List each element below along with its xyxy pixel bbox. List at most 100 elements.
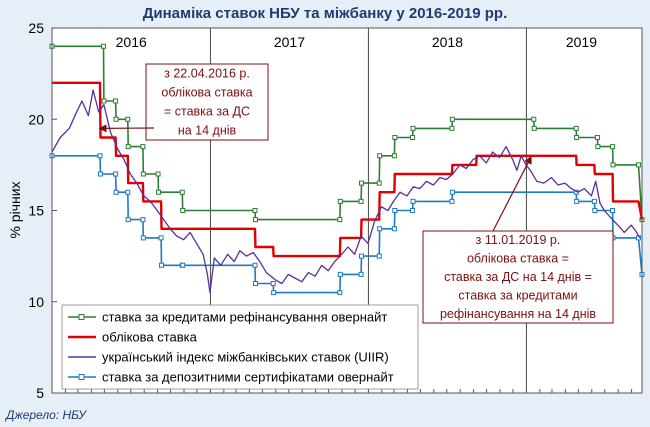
y-tick-label: 5	[36, 385, 44, 401]
series-point	[180, 262, 186, 268]
annotations: з 22.04.2016 р. облікова ставка = ставка з…	[98, 63, 614, 324]
series-point	[594, 135, 600, 140]
chart-title: Динаміка ставок НБУ та міжбанку у 2016-2…	[143, 5, 508, 22]
annotation-1: з 22.04.2016 р. облікова ставка = ставка з…	[98, 63, 269, 141]
series-1	[49, 43, 645, 223]
series-2	[52, 81, 644, 258]
year-label: 2017	[274, 34, 305, 50]
series-point	[180, 208, 186, 213]
series-point	[140, 171, 146, 177]
annotation-line: рефінансування на 14 днів	[440, 307, 596, 321]
legend-entry: ставка за кредитами рефінансування оверн…	[68, 310, 387, 325]
y-axis-ticks: 5 10 15 20 25	[28, 20, 57, 401]
series-point	[337, 290, 343, 296]
series-point	[636, 162, 642, 168]
series-point	[595, 144, 601, 150]
annotation-box	[422, 230, 614, 324]
series-point	[270, 281, 276, 286]
series-point	[158, 235, 164, 241]
legend-marker	[78, 314, 85, 320]
series-layer	[49, 43, 645, 296]
series-point	[574, 198, 580, 204]
series-point	[377, 226, 383, 232]
legend-box	[61, 304, 419, 390]
series-point	[410, 198, 416, 204]
series-point	[449, 198, 455, 204]
annotation-line: ставка за ДС на 14 днів =	[444, 270, 592, 284]
series-point	[449, 116, 455, 122]
legend: ставка за кредитами рефінансування оверн…	[61, 304, 419, 390]
series-point	[591, 198, 597, 204]
series-point	[449, 125, 455, 131]
series-point	[101, 98, 107, 104]
series-point	[410, 135, 416, 140]
series-point	[391, 153, 397, 159]
series-point	[125, 217, 131, 223]
legend-label: ставка за кредитами рефінансування оверн…	[102, 310, 387, 325]
series-point	[592, 208, 598, 213]
series-point	[610, 208, 616, 213]
year-labels: 2016 2017 2018 2019	[109, 32, 604, 52]
annotation-line: з 22.04.2016 р.	[164, 67, 250, 81]
series-point	[155, 189, 161, 195]
series-point	[97, 171, 103, 177]
legend-entry: український індекс міжбанківських ставок…	[68, 350, 389, 365]
series-point	[337, 198, 343, 204]
series-point	[140, 144, 146, 150]
annotation-2: з 11.01.2019 р. облікова ставка = ставка з…	[422, 155, 614, 324]
series-point	[252, 208, 258, 213]
series-point	[610, 162, 616, 168]
series-point	[392, 135, 398, 140]
series-point	[574, 135, 580, 140]
series-point	[610, 144, 616, 150]
series-point	[113, 189, 119, 195]
annotation-line: = ставка за ДС	[164, 105, 250, 119]
series-point	[140, 217, 146, 223]
series-line	[51, 89, 641, 294]
series-point	[359, 253, 365, 259]
series-point	[113, 171, 119, 177]
series-3	[51, 89, 641, 294]
series-point	[113, 98, 119, 104]
legend-entry: ставка за депозитними сертифікатами овер…	[68, 370, 394, 385]
series-point	[252, 217, 258, 223]
series-4	[49, 153, 645, 296]
series-point	[358, 271, 364, 277]
annotation-line: облікова ставка	[161, 86, 252, 100]
annotation-line: з 11.01.2019 р.	[476, 233, 561, 247]
y-tick-label: 10	[28, 294, 44, 310]
year-label: 2018	[432, 34, 463, 50]
series-point	[531, 125, 537, 131]
series-point	[392, 208, 398, 213]
series-point	[97, 153, 103, 159]
series-point	[337, 217, 343, 223]
annotation-line: облікова ставка =	[467, 252, 569, 266]
series-point	[531, 116, 537, 122]
source-note: Джерело: НБУ	[4, 408, 87, 422]
legend-label: український індекс міжбанківських ставок…	[102, 350, 389, 365]
y-tick-label: 20	[28, 111, 44, 127]
series-point	[410, 208, 416, 213]
series-point	[101, 43, 107, 49]
series-point	[125, 116, 131, 122]
annotation-arrow	[492, 155, 532, 232]
series-point	[125, 144, 131, 150]
series-point	[252, 262, 258, 268]
year-label: 2019	[566, 34, 597, 50]
year-label-bg	[559, 32, 604, 52]
annotation-line: на 14 днів	[178, 124, 237, 138]
series-point	[449, 189, 455, 195]
series-point	[113, 116, 119, 122]
legend-label: облікова ставка	[102, 330, 198, 345]
legend-entry: облікова ставка	[68, 330, 198, 345]
series-point	[376, 253, 382, 259]
series-point	[358, 198, 364, 204]
annotation-line: ставка за кредитами	[458, 288, 577, 302]
plot-frame	[51, 27, 643, 394]
series-line	[52, 81, 644, 258]
series-point	[376, 180, 382, 186]
series-point	[252, 281, 258, 286]
series-point	[140, 235, 146, 241]
series-point	[159, 262, 165, 268]
